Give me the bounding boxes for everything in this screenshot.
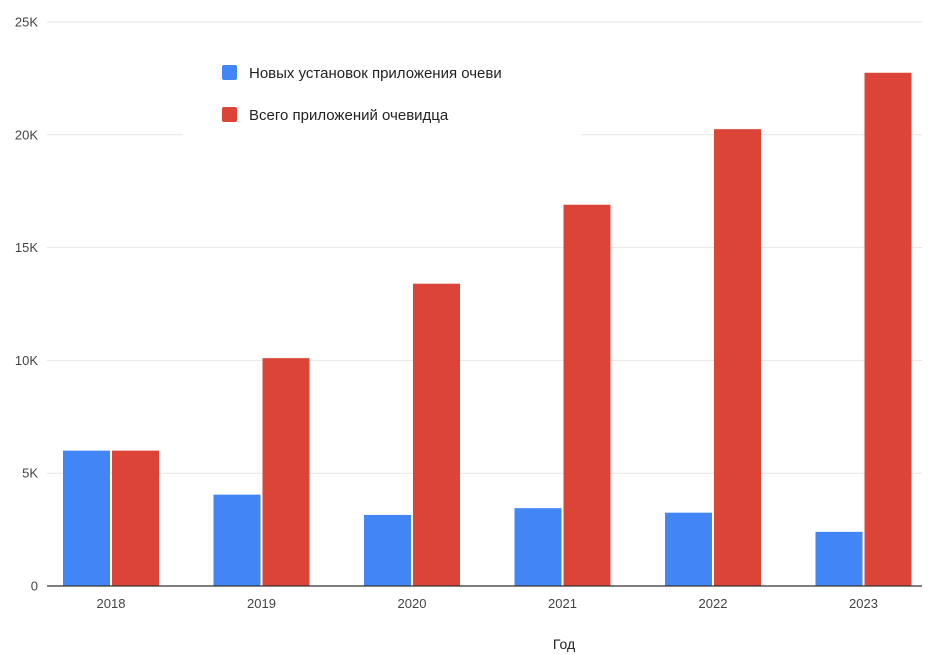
x-tick-label: 2020 (398, 596, 427, 611)
legend-swatch-series-2 (222, 107, 237, 122)
x-tick-label: 2019 (247, 596, 276, 611)
x-tick-label: 2023 (849, 596, 878, 611)
x-tick-label: 2018 (97, 596, 126, 611)
legend-label-series-1: Новых установок приложения очеви (249, 65, 502, 82)
bar-2022-series-1 (665, 512, 712, 586)
bar-2023-series-1 (815, 531, 863, 586)
x-axis-title: Год (553, 636, 575, 652)
bar-2019-series-1 (213, 494, 261, 586)
legend-swatch-series-1 (222, 65, 237, 80)
legend-label-series-2: Всего приложений очевидца (249, 107, 449, 124)
y-axis-tick-labels: 0 5K 10K 15K 20K 25K (15, 15, 38, 594)
legend-background (183, 58, 581, 136)
x-tick-label: 2021 (548, 596, 577, 611)
x-tick-label: 2022 (699, 596, 728, 611)
bar-2022-series-2 (714, 129, 761, 586)
x-axis-tick-labels: 2018 2019 2020 2021 2022 2023 (97, 596, 878, 611)
y-tick-label: 15K (15, 240, 38, 255)
bar-2020-series-1 (364, 514, 411, 586)
y-tick-label: 5K (22, 466, 38, 481)
y-tick-label: 25K (15, 15, 38, 30)
y-tick-label: 0 (31, 579, 38, 594)
bar-2021-series-2 (563, 204, 611, 586)
bar-2020-series-2 (413, 283, 460, 586)
y-tick-label: 10K (15, 353, 38, 368)
bar-2023-series-2 (864, 72, 912, 586)
bar-2019-series-2 (262, 358, 310, 586)
y-tick-label: 20K (15, 127, 38, 142)
bar-2018-series-1 (63, 450, 110, 586)
legend: Новых установок приложения очеви Всего пр… (183, 58, 581, 136)
bar-2018-series-2 (112, 450, 159, 586)
bars (63, 72, 912, 586)
bar-2021-series-1 (514, 508, 562, 586)
